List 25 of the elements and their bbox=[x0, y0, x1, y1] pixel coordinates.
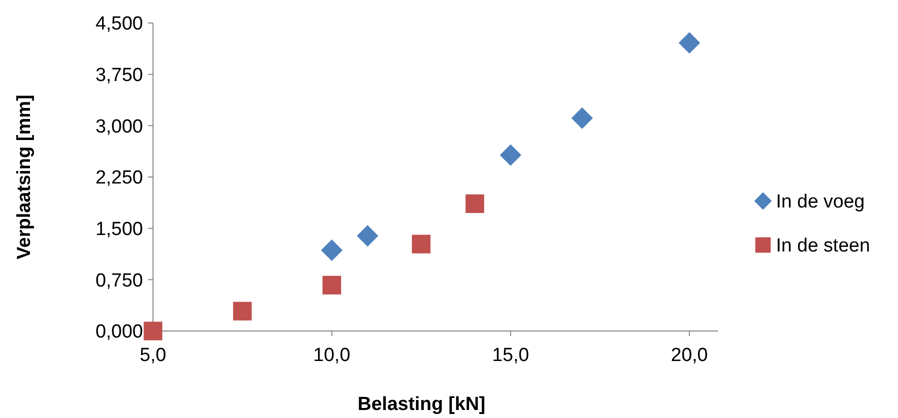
point bbox=[499, 144, 522, 166]
x-axis-title: Belasting [kN] bbox=[358, 394, 486, 415]
point bbox=[466, 194, 484, 213]
legend-label: In de voeg bbox=[776, 192, 865, 213]
y-tick-label: 1,500 bbox=[95, 218, 143, 240]
y-tick-label: 0,750 bbox=[95, 270, 143, 292]
y-tick-label: 2,250 bbox=[95, 168, 143, 189]
point bbox=[678, 32, 701, 54]
point bbox=[320, 238, 344, 262]
y-tick-label: 3,750 bbox=[95, 64, 143, 86]
y-tick-label: 4,500 bbox=[95, 14, 143, 35]
legend-label: In de steen bbox=[776, 236, 870, 257]
point bbox=[322, 276, 342, 294]
x-tick-label: 20,0 bbox=[670, 345, 708, 366]
x-tick-label: 5,0 bbox=[140, 345, 166, 366]
point bbox=[570, 106, 594, 130]
x-tick-label: 10,0 bbox=[313, 345, 350, 366]
y-axis-title: Verplaatsing [mm] bbox=[14, 94, 35, 260]
y-tick-label: 0,000 bbox=[95, 322, 143, 343]
point bbox=[233, 302, 252, 320]
x-tick-label: 15,0 bbox=[492, 345, 530, 366]
point bbox=[356, 224, 379, 248]
y-tick-label: 3,000 bbox=[95, 116, 143, 138]
point bbox=[144, 322, 162, 340]
point bbox=[412, 234, 430, 254]
